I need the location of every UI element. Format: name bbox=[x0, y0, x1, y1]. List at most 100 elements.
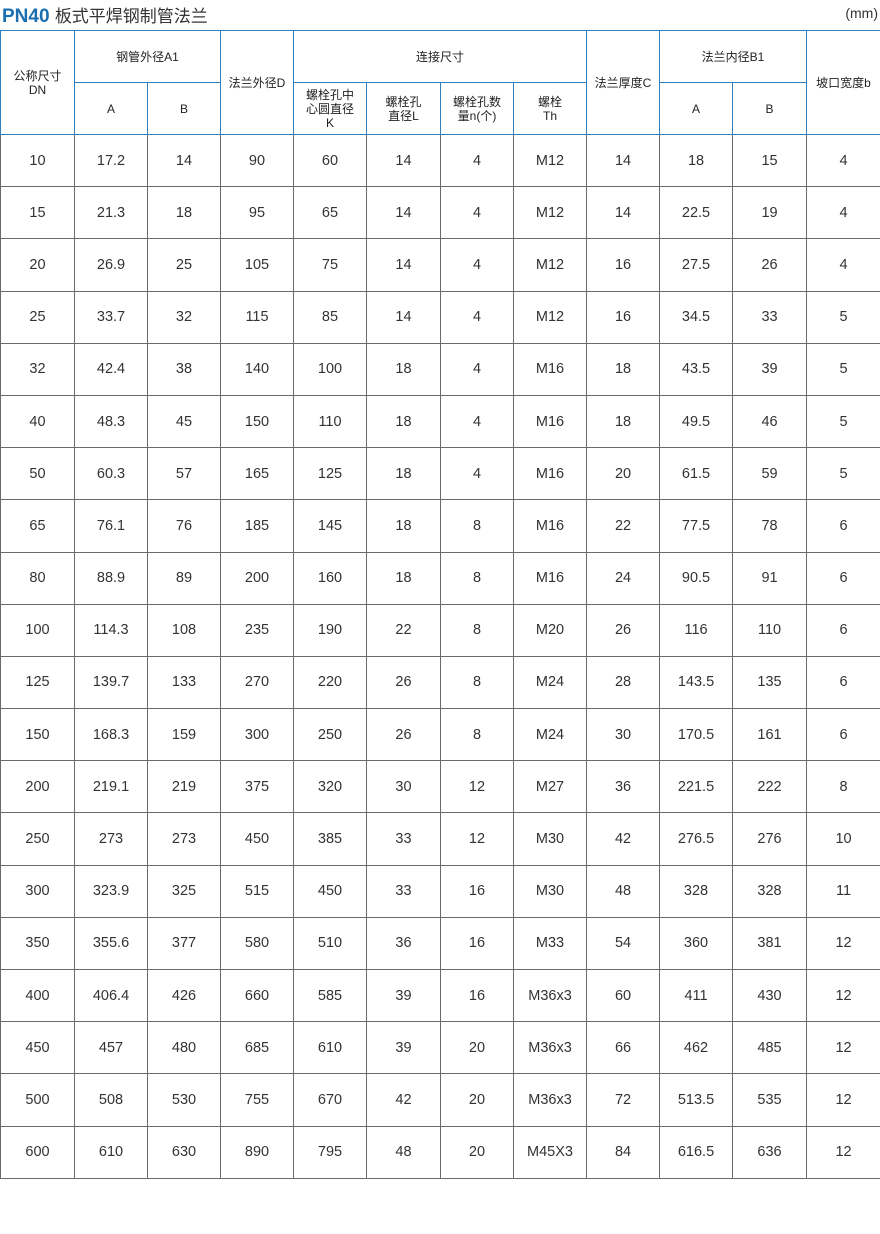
table-cell: 450 bbox=[220, 812, 294, 866]
table-cell: 515 bbox=[220, 864, 294, 918]
table-cell: 30 bbox=[366, 760, 441, 814]
table-cell: 355.6 bbox=[74, 916, 148, 971]
header-d: 法兰外径D bbox=[220, 30, 294, 135]
header-b1: 法兰内径B1 bbox=[659, 30, 808, 83]
table-cell: 6 bbox=[806, 551, 880, 605]
table-cell: 77.5 bbox=[659, 499, 734, 553]
table-row: 65 76.1 76 185 145 18 8 M16 22 77.5 78 6 bbox=[0, 499, 880, 553]
table-cell: 50 bbox=[0, 447, 75, 501]
table-cell: 375 bbox=[220, 760, 294, 814]
table-cell: 4 bbox=[440, 238, 514, 292]
table-cell: 42 bbox=[586, 812, 661, 866]
table-cell: 610 bbox=[74, 1125, 148, 1179]
table-cell: 42 bbox=[366, 1073, 441, 1127]
table-cell: 42.4 bbox=[74, 342, 148, 396]
table-cell: 18 bbox=[147, 186, 221, 240]
table-cell: 795 bbox=[293, 1125, 367, 1179]
table-cell: 89 bbox=[147, 551, 221, 605]
table-row: 200 219.1 219 375 320 30 12 M27 36 221.5 222 8 bbox=[0, 760, 880, 814]
table-cell: 6 bbox=[806, 499, 880, 553]
table-row: 400 406.4 426 660 585 39 16 M36x3 60 411 430 12 bbox=[0, 968, 880, 1023]
table-cell: 25 bbox=[0, 290, 75, 344]
table-row: 600 610 630 890 795 48 20 M45X3 84 616.5 636 12 bbox=[0, 1125, 880, 1179]
table-cell: 114.3 bbox=[74, 603, 148, 657]
table-cell: 46 bbox=[732, 394, 808, 449]
header-dn: 公称尺寸DN bbox=[0, 30, 75, 135]
table-row: 500 508 530 755 670 42 20 M36x3 72 513.5 535 12 bbox=[0, 1073, 880, 1127]
table-cell: M16 bbox=[512, 447, 588, 501]
table-cell: 4 bbox=[806, 238, 880, 292]
table-cell: 250 bbox=[0, 812, 75, 866]
table-row: 25 33.7 32 115 85 14 4 M12 16 34.5 33 5 bbox=[0, 290, 880, 344]
table-cell: 20 bbox=[440, 1125, 514, 1179]
table-row: 40 48.3 45 150 110 18 4 M16 18 49.5 46 5 bbox=[0, 394, 880, 449]
table-cell: 300 bbox=[220, 708, 294, 762]
table-cell: M16 bbox=[512, 551, 588, 605]
table-cell: 36 bbox=[586, 760, 661, 814]
table-cell: 426 bbox=[147, 968, 221, 1023]
table-cell: 135 bbox=[732, 655, 808, 710]
table-cell: 26 bbox=[586, 603, 661, 657]
table-cell: 48.3 bbox=[74, 394, 148, 449]
table-cell: 143.5 bbox=[659, 655, 734, 710]
table-cell: 12 bbox=[806, 1021, 880, 1075]
table-cell: 15 bbox=[732, 133, 808, 188]
table-cell: 60.3 bbox=[74, 447, 148, 501]
table-cell: 78 bbox=[732, 499, 808, 553]
table-cell: 508 bbox=[74, 1073, 148, 1127]
table-cell: 12 bbox=[440, 812, 514, 866]
table-cell: 450 bbox=[293, 864, 367, 918]
table-cell: 54 bbox=[586, 916, 661, 971]
table-cell: 20 bbox=[0, 238, 75, 292]
table-row: 250 273 273 450 385 33 12 M30 42 276.5 276 10 bbox=[0, 812, 880, 866]
flange-table: 公称尺寸DN 钢管外径A1 法兰外径D 连接尺寸 法兰厚度C 法兰内径B1 坡口… bbox=[0, 30, 880, 1179]
table-cell: 8 bbox=[440, 499, 514, 553]
table-cell: 34.5 bbox=[659, 290, 734, 344]
table-cell: 160 bbox=[293, 551, 367, 605]
table-cell: 273 bbox=[74, 812, 148, 866]
table-body: 10 17.2 14 90 60 14 4 M12 14 18 15 4 15 21.3 18 95 65 14 4… bbox=[0, 133, 880, 1179]
table-cell: 485 bbox=[732, 1021, 808, 1075]
table-cell: 190 bbox=[293, 603, 367, 657]
table-cell: 18 bbox=[366, 447, 441, 501]
table-cell: 12 bbox=[806, 916, 880, 971]
table-cell: 328 bbox=[659, 864, 734, 918]
table-cell: 510 bbox=[293, 916, 367, 971]
table-cell: 18 bbox=[586, 394, 661, 449]
table-cell: 20 bbox=[440, 1021, 514, 1075]
table-cell: 185 bbox=[220, 499, 294, 553]
table-cell: 16 bbox=[440, 916, 514, 971]
table-cell: 16 bbox=[440, 864, 514, 918]
table-cell: 10 bbox=[806, 812, 880, 866]
table-cell: 585 bbox=[293, 968, 367, 1023]
table-cell: 235 bbox=[220, 603, 294, 657]
table-cell: M36x3 bbox=[512, 1073, 588, 1127]
table-cell: 48 bbox=[366, 1125, 441, 1179]
table-cell: 26 bbox=[732, 238, 808, 292]
table-row: 10 17.2 14 90 60 14 4 M12 14 18 15 4 bbox=[0, 133, 880, 188]
table-cell: 170.5 bbox=[659, 708, 734, 762]
table-cell: 19 bbox=[732, 186, 808, 240]
table-cell: M12 bbox=[512, 238, 588, 292]
table-cell: 66 bbox=[586, 1021, 661, 1075]
table-cell: 462 bbox=[659, 1021, 734, 1075]
table-cell: 630 bbox=[147, 1125, 221, 1179]
table-cell: 11 bbox=[806, 864, 880, 918]
table-cell: 636 bbox=[732, 1125, 808, 1179]
table-cell: 145 bbox=[293, 499, 367, 553]
table-cell: 530 bbox=[147, 1073, 221, 1127]
table-row: 80 88.9 89 200 160 18 8 M16 24 90.5 91 6 bbox=[0, 551, 880, 605]
table-row: 50 60.3 57 165 125 18 4 M16 20 61.5 59 5 bbox=[0, 447, 880, 501]
table-cell: 513.5 bbox=[659, 1073, 734, 1127]
table-cell: 39 bbox=[366, 1021, 441, 1075]
table-cell: 32 bbox=[0, 342, 75, 396]
table-cell: 139.7 bbox=[74, 655, 148, 710]
table-cell: 220 bbox=[293, 655, 367, 710]
table-cell: 222 bbox=[732, 760, 808, 814]
table-cell: 65 bbox=[293, 186, 367, 240]
title-code: PN40 bbox=[2, 6, 50, 27]
table-cell: 323.9 bbox=[74, 864, 148, 918]
table-cell: 12 bbox=[806, 968, 880, 1023]
table-cell: M12 bbox=[512, 186, 588, 240]
table-cell: 33 bbox=[366, 864, 441, 918]
